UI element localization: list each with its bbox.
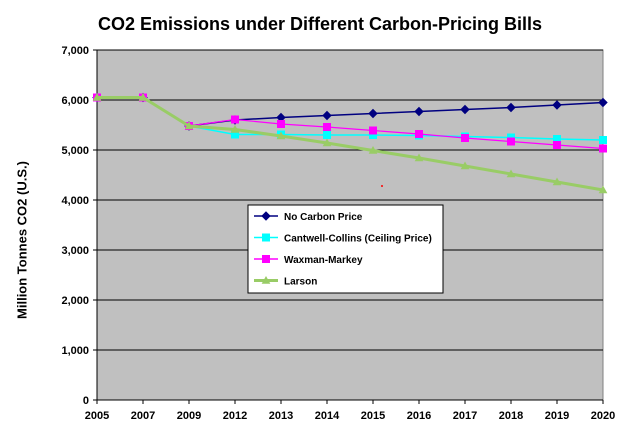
legend-item: Waxman-Markey xyxy=(254,255,363,266)
y-tick-label: 4,000 xyxy=(61,195,89,207)
data-point xyxy=(553,141,561,149)
stray-dot xyxy=(381,185,383,187)
data-point xyxy=(599,144,607,153)
x-tick-label: 2018 xyxy=(499,410,523,422)
series-line xyxy=(97,96,604,192)
data-point xyxy=(323,123,331,131)
x-tick-label: 2015 xyxy=(361,410,385,422)
x-tick-label: 2013 xyxy=(269,410,293,422)
legend-swatch-marker xyxy=(261,275,271,284)
legend-swatch-marker xyxy=(262,255,270,263)
x-tick-label: 2019 xyxy=(545,410,569,422)
x-tick-label: 2020 xyxy=(591,410,615,422)
data-point xyxy=(599,136,607,144)
legend-label: Larson xyxy=(284,277,317,288)
legend: No Carbon Price Cantwell-Collins (Ceiling… xyxy=(247,204,444,294)
data-point xyxy=(415,130,423,138)
data-point xyxy=(322,110,332,121)
data-point xyxy=(231,115,239,124)
data-point xyxy=(322,138,332,147)
data-point xyxy=(414,153,424,162)
x-tick-label: 2005 xyxy=(85,410,109,422)
data-point xyxy=(506,169,516,178)
y-tick-label: 7,000 xyxy=(61,45,89,57)
data-point xyxy=(461,134,469,142)
data-point xyxy=(368,108,378,119)
y-tick-label: 2,000 xyxy=(61,295,89,307)
legend-item: No Carbon Price xyxy=(254,211,363,223)
legend-label: No Carbon Price xyxy=(284,212,363,223)
data-point xyxy=(552,100,562,110)
data-point xyxy=(230,124,240,133)
data-point xyxy=(276,131,286,140)
series-3 xyxy=(92,92,608,194)
legend-label: Waxman-Markey xyxy=(284,255,363,266)
x-tick-label: 2007 xyxy=(131,410,155,422)
data-point xyxy=(460,104,470,115)
y-tick-label: 5,000 xyxy=(61,145,89,157)
x-tick-label: 2017 xyxy=(453,410,477,422)
data-point xyxy=(414,106,424,117)
x-tick-label: 2012 xyxy=(223,410,247,422)
data-point xyxy=(323,131,331,139)
chart-title: CO2 Emissions under Different Carbon-Pri… xyxy=(97,14,543,34)
legend-box xyxy=(247,204,444,294)
x-tick-label: 2009 xyxy=(177,410,201,422)
y-tick-label: 6,000 xyxy=(61,95,89,107)
legend-swatch-marker xyxy=(261,211,271,221)
data-point xyxy=(368,145,378,154)
data-point xyxy=(506,102,516,113)
data-point xyxy=(92,92,102,101)
x-tick-label: 2016 xyxy=(407,410,431,422)
data-point xyxy=(369,126,377,135)
data-point xyxy=(552,177,562,186)
x-tick-label: 2014 xyxy=(315,410,340,422)
data-point xyxy=(138,92,148,101)
data-point xyxy=(184,121,194,130)
y-tick-label: 3,000 xyxy=(61,245,89,257)
y-tick-label: 0 xyxy=(83,395,89,407)
data-point xyxy=(598,185,608,194)
legend-swatch-marker xyxy=(262,233,270,242)
legend-item: Larson xyxy=(254,275,317,288)
data-point xyxy=(598,97,608,108)
legend-item: Cantwell-Collins (Ceiling Price) xyxy=(254,233,432,245)
y-tick-label: 1,000 xyxy=(61,345,89,357)
data-point xyxy=(460,161,470,170)
legend-label: Cantwell-Collins (Ceiling Price) xyxy=(284,234,432,245)
data-point xyxy=(507,137,515,146)
data-point xyxy=(277,120,285,128)
